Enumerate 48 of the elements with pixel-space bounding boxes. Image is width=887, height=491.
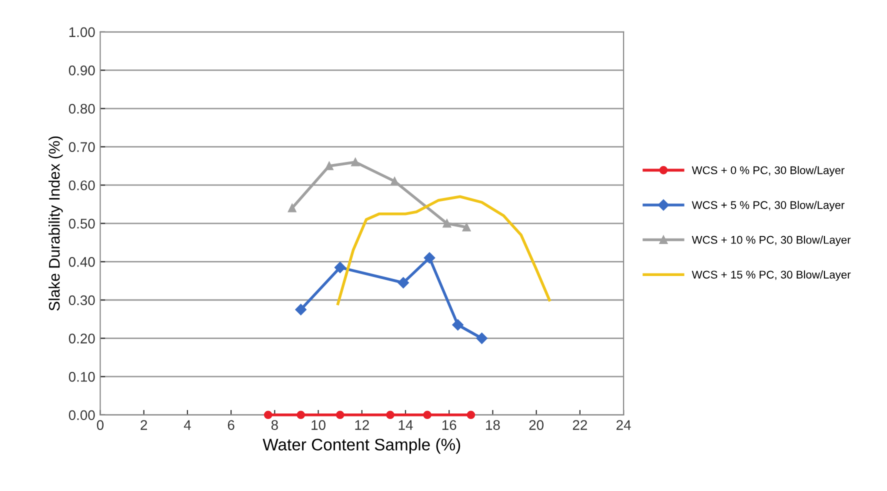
point: [452, 319, 464, 330]
y-tick-label: 0.70: [68, 142, 95, 152]
point: [398, 277, 409, 288]
y-tick-label: 0.90: [68, 66, 95, 76]
point: [466, 410, 476, 420]
point: [351, 158, 360, 166]
y-tick-label: 0.30: [68, 295, 95, 306]
x-tick-label: 24: [616, 420, 631, 430]
point: [423, 410, 432, 420]
x-tick-label: 2: [140, 420, 148, 430]
point: [288, 204, 296, 212]
line-series: [336, 195, 551, 306]
x-tick-label: 6: [228, 420, 234, 430]
point: [462, 223, 471, 232]
point: [424, 252, 436, 264]
point: [325, 162, 334, 170]
x-tick-label: 8: [271, 420, 278, 430]
point: [476, 332, 488, 344]
y-tick-label: 1.00: [69, 27, 95, 38]
point: [386, 410, 394, 420]
y-tick-label: 0.80: [68, 104, 95, 114]
y-axis-title: Slake Durability Index (%): [48, 136, 63, 311]
x-tick-label: 22: [572, 420, 587, 430]
y-tick-label: 0.60: [68, 180, 95, 190]
x-tick-label: 18: [486, 420, 500, 430]
y-tick-label: 0.00: [68, 410, 95, 420]
y-tick-label: 0.20: [68, 334, 95, 344]
point: [295, 304, 306, 316]
point: [334, 262, 346, 274]
y-tick-label: 0.50: [68, 218, 95, 229]
legend-label: WCS + 5 % PC, 30 Blow/Layer: [692, 200, 844, 212]
point: [296, 410, 306, 420]
x-tick-label: 16: [442, 420, 456, 430]
y-tick-label: 0.10: [68, 372, 95, 382]
legend-label: WCS + 10 % PC, 30 Blow/Layer: [692, 236, 851, 246]
legend-label: WCS + 15 % PC, 30 Blow/Layer: [692, 270, 851, 281]
y-tick-label: 0.40: [68, 257, 95, 267]
point: [442, 219, 452, 228]
x-tick-label: 20: [529, 420, 544, 430]
point: [264, 410, 272, 420]
x-tick-label: 10: [312, 420, 326, 430]
x-tick-label: 12: [355, 420, 369, 430]
x-tick-label: 0: [96, 420, 104, 430]
x-axis-title: Water Content Sample (%): [262, 438, 460, 454]
point: [336, 410, 344, 420]
x-tick-label: 4: [184, 420, 191, 430]
x-tick-label: 14: [398, 420, 413, 430]
legend-label: WCS + 0 % PC, 30 Blow/Layer: [692, 166, 844, 176]
